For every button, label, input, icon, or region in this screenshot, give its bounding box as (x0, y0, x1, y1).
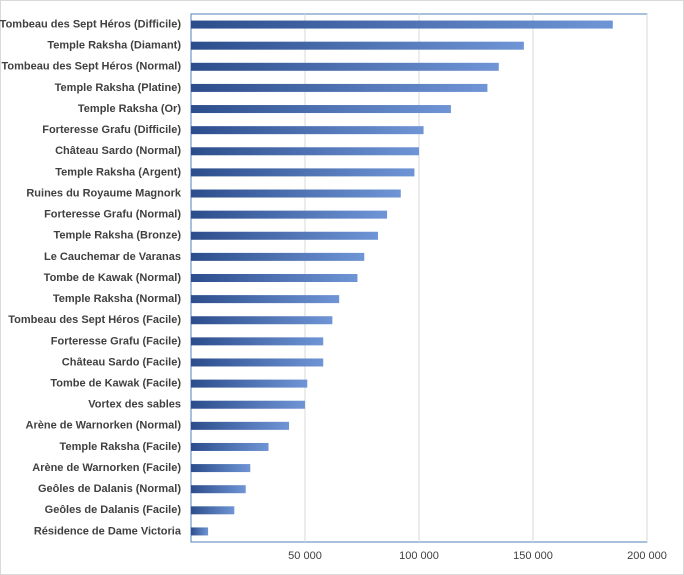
x-tick-label: 100 000 (399, 550, 439, 562)
y-tick-label: Vortex des sables (88, 399, 181, 411)
x-tick-label: 200 000 (627, 550, 667, 562)
y-tick-label: Temple Raksha (Argent) (55, 166, 181, 178)
y-tick-label: Tombeau des Sept Héros (Normal) (2, 61, 182, 73)
bar (191, 231, 378, 240)
bar (191, 210, 388, 219)
bar (191, 168, 415, 177)
y-tick-label: Forteresse Grafu (Facile) (51, 335, 182, 347)
bar (191, 506, 235, 515)
bar (191, 62, 499, 71)
y-tick-label: Temple Raksha (Diamant) (47, 40, 181, 52)
y-tick-label: Temple Raksha (Bronze) (53, 230, 181, 242)
x-tick-label: 150 000 (513, 550, 553, 562)
y-tick-label: Temple Raksha (Normal) (53, 293, 182, 305)
y-tick-label: Temple Raksha (Or) (78, 103, 181, 115)
y-tick-label: Le Cauchemar de Varanas (44, 251, 181, 263)
bar (191, 189, 401, 198)
y-tick-label: Tombe de Kawak (Normal) (44, 272, 182, 284)
bar (191, 379, 308, 388)
x-tick-label: 50 000 (288, 550, 322, 562)
bar (191, 485, 246, 494)
y-tick-label: Tombeau des Sept Héros (Facile) (8, 314, 181, 326)
y-tick-label: Château Sardo (Normal) (55, 145, 181, 157)
bar (191, 442, 269, 451)
bar (191, 358, 324, 367)
y-tick-label: Château Sardo (Facile) (62, 356, 182, 368)
y-tick-label: Résidence de Dame Victoria (34, 525, 182, 537)
bar (191, 20, 613, 29)
bar (191, 252, 365, 261)
bar (191, 126, 424, 135)
y-tick-label: Tombeau des Sept Héros (Difficile) (0, 18, 181, 30)
bar (191, 421, 290, 430)
y-tick-label: Temple Raksha (Platine) (55, 82, 182, 94)
bar (191, 41, 524, 50)
bar (191, 400, 305, 409)
bar (191, 316, 333, 325)
y-tick-label: Ruines du Royaume Magnork (26, 187, 182, 199)
bar (191, 274, 358, 282)
bar (191, 147, 419, 156)
y-tick-label: Temple Raksha (Facile) (60, 441, 182, 453)
bar (191, 527, 209, 536)
bar (191, 83, 488, 92)
bar (191, 105, 451, 114)
y-tick-label: Tombe de Kawak (Facile) (50, 378, 181, 390)
bar (191, 295, 340, 304)
y-tick-label: Forteresse Grafu (Normal) (44, 209, 181, 221)
bar (191, 337, 324, 346)
y-tick-label: Forteresse Grafu (Difficile) (42, 124, 181, 136)
y-tick-label: Geôles de Dalanis (Facile) (45, 504, 182, 516)
y-tick-label: Arène de Warnorken (Normal) (26, 420, 182, 432)
y-tick-label: Arène de Warnorken (Facile) (32, 462, 181, 474)
y-tick-label: Geôles de Dalanis (Normal) (38, 483, 181, 495)
bar (191, 464, 251, 473)
